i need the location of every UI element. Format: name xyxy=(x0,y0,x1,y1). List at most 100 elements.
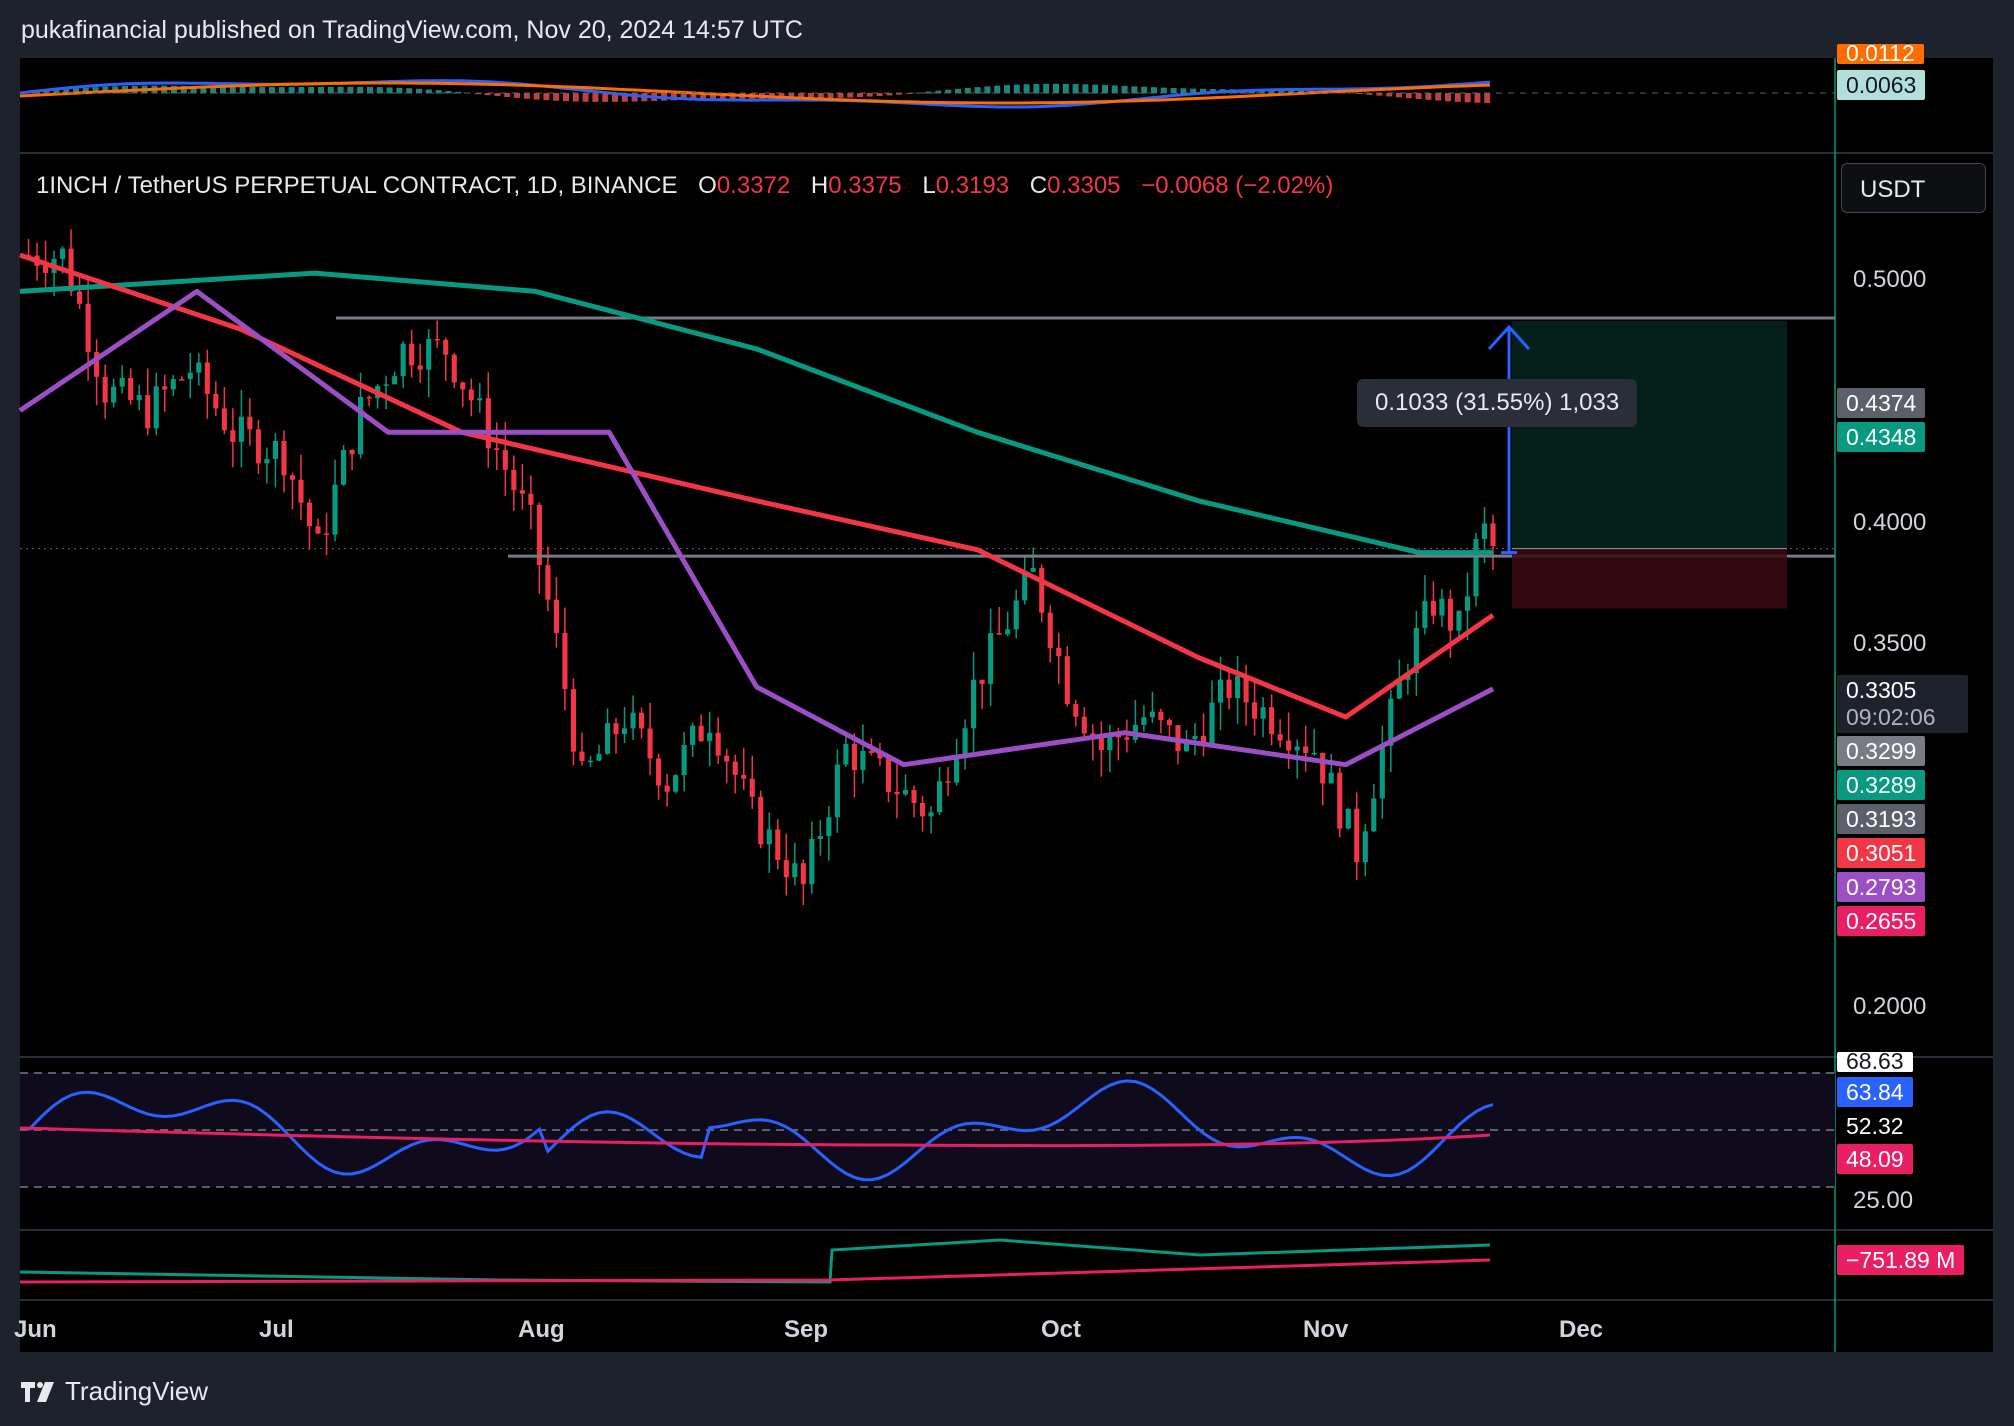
macd-histogram-bar xyxy=(1141,86,1148,94)
macd-histogram-bar xyxy=(1445,93,1451,102)
macd-histogram-bar xyxy=(63,89,70,94)
candle-body xyxy=(1149,711,1155,718)
macd-histogram-bar xyxy=(1347,92,1353,94)
macd-histogram-bar xyxy=(896,93,903,95)
macd-histogram-bar xyxy=(1484,93,1491,104)
macd-badge: 0.0063 xyxy=(1837,70,1926,100)
candle-body xyxy=(724,755,730,762)
candle-body xyxy=(766,829,772,845)
candle-body xyxy=(111,386,117,403)
candle-body xyxy=(289,475,296,480)
candle-body xyxy=(732,761,738,775)
macd-histogram-bar xyxy=(278,87,285,94)
candle-body xyxy=(1473,539,1479,597)
last-price: 0.3305 xyxy=(1846,677,1917,703)
macd-histogram-bar xyxy=(1013,84,1020,94)
macd-histogram-bar xyxy=(229,86,236,94)
moving-average-line xyxy=(19,270,1493,556)
obv-badge: −751.89 M xyxy=(1837,1245,1965,1275)
footer-bar xyxy=(0,1352,2014,1426)
macd-histogram-bar xyxy=(1043,83,1050,94)
macd-histogram-bar xyxy=(1288,90,1295,94)
macd-histogram-bar xyxy=(1435,93,1442,101)
macd-histogram-bar xyxy=(945,89,952,94)
candle-body xyxy=(877,752,883,759)
candle-body xyxy=(673,775,679,792)
candle-body xyxy=(639,712,645,729)
candle-body xyxy=(306,502,313,527)
macd-histogram-bar xyxy=(857,93,863,98)
macd-histogram-bar xyxy=(357,86,364,94)
macd-histogram-bar xyxy=(1366,93,1373,95)
macd-histogram-bar xyxy=(1131,86,1138,94)
macd-badge: 0.0112 xyxy=(1837,44,1924,64)
macd-histogram-bar xyxy=(866,93,873,97)
macd-histogram-bar xyxy=(514,93,520,98)
candle-body xyxy=(851,743,857,771)
symbol-name: 1INCH / TetherUS PERPETUAL CONTRACT, 1D,… xyxy=(36,172,678,199)
macd-histogram-bar xyxy=(935,90,942,94)
macd-histogram-bar xyxy=(1464,93,1471,103)
rsi-tick: 25.00 xyxy=(1853,1187,1914,1214)
candle-body xyxy=(1252,702,1258,719)
macd-histogram-bar xyxy=(1405,93,1412,99)
macd-histogram-bar xyxy=(102,86,109,94)
candle-body xyxy=(511,469,517,491)
candle-body xyxy=(579,751,585,762)
macd-histogram-bar xyxy=(1160,87,1167,94)
signal-line xyxy=(19,81,1491,105)
candle-body xyxy=(834,764,840,818)
candle-body xyxy=(281,440,287,476)
candle-body xyxy=(264,458,270,464)
candle-body xyxy=(1192,735,1198,740)
candle-body xyxy=(1022,572,1028,601)
candle-body xyxy=(1354,808,1360,863)
price-tick: 0.5000 xyxy=(1853,266,1927,293)
tradingview-logo[interactable]: TradingView xyxy=(21,1376,208,1407)
price-tick: 0.3500 xyxy=(1853,630,1927,657)
currency-button[interactable]: USDT xyxy=(1841,163,1986,213)
macd-histogram-bar xyxy=(778,93,785,99)
macd-histogram-bar xyxy=(621,93,628,102)
candle-body xyxy=(604,723,611,754)
low-value: 0.3193 xyxy=(935,172,1010,199)
price-badge: 0.3051 xyxy=(1837,838,1926,868)
macd-histogram-bar xyxy=(504,93,511,98)
macd-histogram-bar xyxy=(876,93,883,97)
macd-histogram-bar xyxy=(327,86,334,94)
macd-histogram-bar xyxy=(1092,84,1099,94)
candle-body xyxy=(979,679,985,684)
macd-histogram-bar xyxy=(1415,93,1422,100)
candle-body xyxy=(630,712,636,729)
candle-body xyxy=(536,504,542,566)
candle-body xyxy=(1039,567,1045,613)
macd-histogram-bar xyxy=(1180,88,1187,94)
macd-histogram-bar xyxy=(1033,83,1040,94)
candle-body xyxy=(460,382,466,390)
candle-body xyxy=(366,396,372,399)
macd-histogram-bar xyxy=(1298,90,1304,94)
macd-histogram-bar xyxy=(543,93,550,101)
candle-body xyxy=(792,863,798,878)
macd-histogram-bar xyxy=(1200,88,1206,94)
candle-body xyxy=(247,416,253,430)
candle-body xyxy=(647,728,653,759)
candle-body xyxy=(596,753,602,761)
macd-histogram-bar xyxy=(376,87,383,94)
macd-histogram-bar xyxy=(1053,83,1059,94)
candle-body xyxy=(1337,772,1343,829)
macd-histogram-bar xyxy=(827,93,834,99)
macd-histogram-bar xyxy=(43,91,50,94)
candle-body xyxy=(349,449,355,455)
candle-body xyxy=(919,803,926,817)
candle-body xyxy=(383,384,389,386)
macd-histogram-bar xyxy=(82,87,89,94)
candle-body xyxy=(570,689,576,752)
macd-histogram-bar xyxy=(631,93,638,102)
moving-average-line xyxy=(19,252,1495,720)
candle-body xyxy=(196,362,202,373)
candle-body xyxy=(664,785,670,792)
candle-body xyxy=(1447,598,1453,631)
candle-body xyxy=(1081,716,1087,734)
